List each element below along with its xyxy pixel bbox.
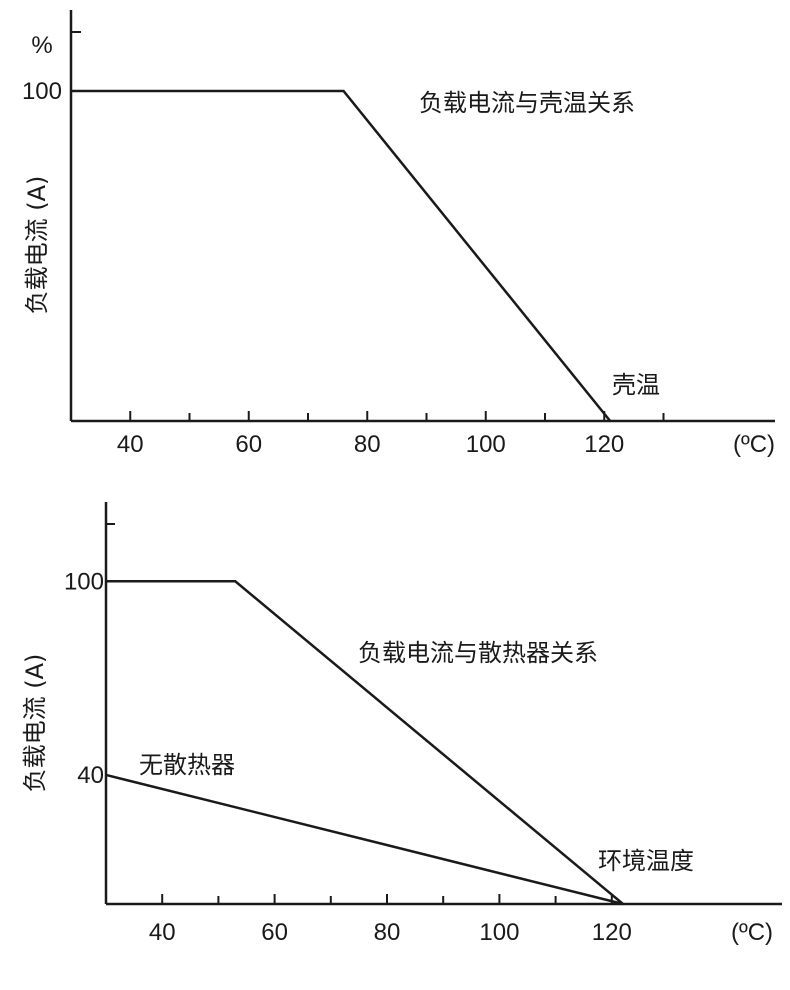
y-tick-labels-top: 100 bbox=[22, 78, 62, 105]
series-group-bottom bbox=[105, 580, 624, 906]
x-annotation-bottom: 环境温度 bbox=[598, 847, 694, 875]
x-tick-label-bottom-120: 120 bbox=[592, 919, 632, 946]
x-ticks-bottom: 40 60 80 100 120 bbox=[149, 894, 632, 946]
series-label-no-heatsink: 无散热器 bbox=[139, 751, 235, 779]
series-group-top bbox=[71, 89, 612, 422]
x-tick-label-top-80: 80 bbox=[354, 431, 381, 458]
title-annotation-top: 负载电流与壳温关系 bbox=[419, 89, 635, 117]
y-tick-label-top-100: 100 bbox=[22, 78, 62, 105]
y-unit-label-top: % bbox=[31, 32, 52, 59]
x-ticks-top: 40 60 80 100 120 bbox=[117, 411, 665, 458]
x-unit-label-bottom: (ºC) bbox=[731, 919, 773, 946]
series-line-bottom-1 bbox=[105, 773, 624, 906]
x-unit-label-top: (ºC) bbox=[733, 431, 775, 458]
chart-top: 40 60 80 100 120 100 % (ºC) 负载电流 (A) 负载电流与壳温… bbox=[22, 10, 775, 458]
series-line-top-0 bbox=[71, 89, 612, 422]
y-axis-label-top: 负载电流 (A) bbox=[23, 176, 51, 315]
series-line-bottom-0 bbox=[106, 580, 624, 905]
y-axis-label-bottom: 负载电流 (A) bbox=[21, 654, 49, 793]
y-tick-label-bottom-40: 40 bbox=[77, 762, 104, 789]
x-tick-label-top-60: 60 bbox=[235, 431, 262, 458]
title-annotation-bottom: 负载电流与散热器关系 bbox=[358, 639, 598, 667]
x-tick-label-bottom-80: 80 bbox=[374, 919, 401, 946]
y-tick-label-bottom-100: 100 bbox=[64, 568, 104, 595]
x-tick-label-bottom-40: 40 bbox=[149, 919, 176, 946]
x-tick-label-top-100: 100 bbox=[466, 431, 506, 458]
x-annotation-top: 壳温 bbox=[612, 371, 660, 399]
x-tick-label-top-40: 40 bbox=[117, 431, 144, 458]
x-tick-label-top-120: 120 bbox=[584, 431, 624, 458]
x-tick-label-bottom-60: 60 bbox=[261, 919, 288, 946]
chart-bottom: 40 60 80 100 120 100 40 (ºC) 负载电流 (A) 负载电流与散热… bbox=[21, 502, 782, 946]
y-tick-labels-bottom: 100 40 bbox=[64, 568, 104, 789]
x-tick-label-bottom-100: 100 bbox=[479, 919, 519, 946]
